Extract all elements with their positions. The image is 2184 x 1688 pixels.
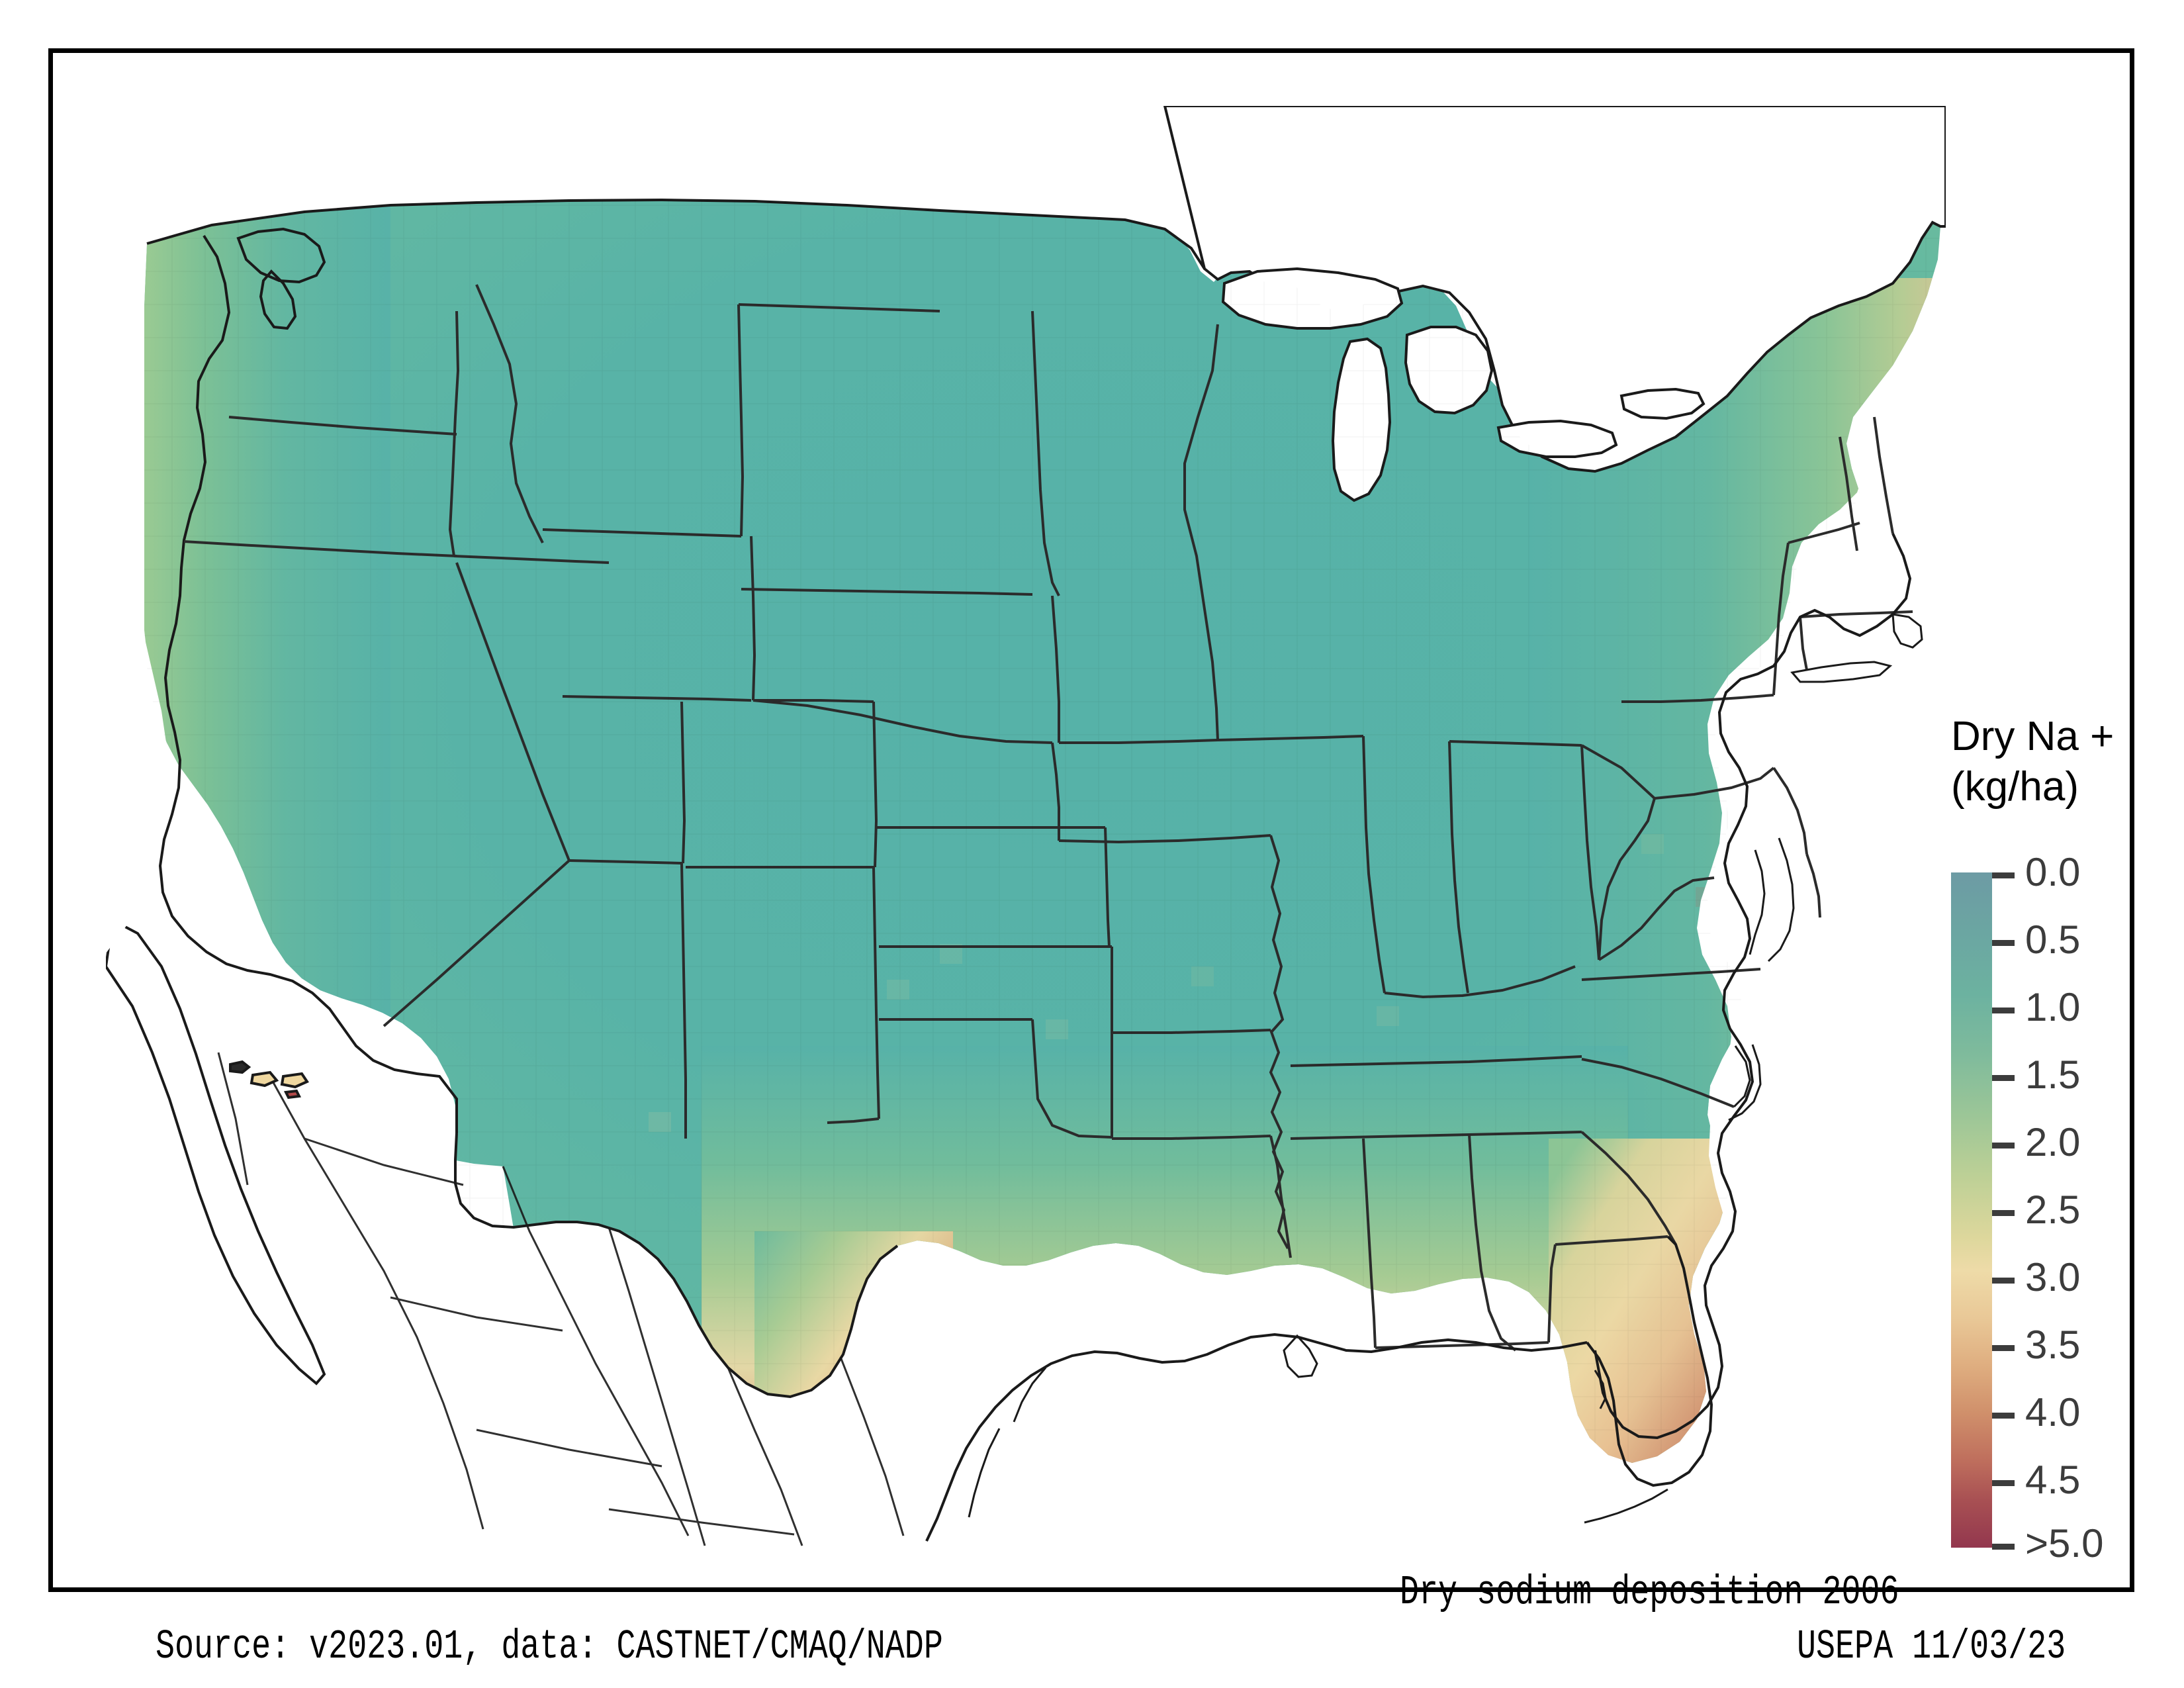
colorbar-tick xyxy=(1992,1480,2015,1486)
colorbar-tick-label: 3.5 xyxy=(2025,1323,2081,1367)
legend-title-line-1: Dry Na + xyxy=(1951,714,2115,759)
colorbar-tick xyxy=(1992,1075,2015,1081)
legend-title-line-2: (kg/ha) xyxy=(1951,764,2079,810)
colorbar-tick xyxy=(1992,940,2015,946)
colorbar-tick xyxy=(1992,872,2015,878)
colorbar-tick xyxy=(1992,1210,2015,1216)
colorbar-wrapper: 0.0 0.5 1.0 1.5 2.0 2.5 3.0 3.5 4.0 4.5 … xyxy=(1951,853,2184,1564)
colorbar-tick xyxy=(1992,1008,2015,1013)
colorbar-tick xyxy=(1992,1143,2015,1149)
figure-frame: Dry Na + (kg/ha) 0.0 0.5 1.0 1.5 xyxy=(48,48,2134,1670)
colorbar-tick-label: 3.0 xyxy=(2025,1255,2081,1299)
colorbar-gradient xyxy=(1951,872,1992,1548)
map-plot-area xyxy=(106,106,1946,1549)
colorbar-tick xyxy=(1992,1345,2015,1351)
colorbar-tick xyxy=(1992,1413,2015,1419)
colorbar-tick-label: 0.5 xyxy=(2025,917,2081,962)
agency-note: USEPA 11/03/23 xyxy=(1797,1623,2066,1670)
deposition-map xyxy=(106,106,1946,1549)
colorbar-tick-label: 1.0 xyxy=(2025,985,2081,1029)
colorbar-tick-label: 0.0 xyxy=(2025,850,2081,894)
colorbar-tick-label: 2.5 xyxy=(2025,1188,2081,1232)
source-note: Source: v2023.01, data: CASTNET/CMAQ/NAD… xyxy=(156,1623,943,1670)
colorbar-tick xyxy=(1992,1278,2015,1284)
colorbar-tick-label: 4.0 xyxy=(2025,1390,2081,1434)
political-boundaries xyxy=(106,106,1946,1549)
colorbar-tick-label: 1.5 xyxy=(2025,1053,2081,1097)
legend-title: Dry Na + (kg/ha) xyxy=(1951,712,2114,812)
colorbar-legend: Dry Na + (kg/ha) 0.0 0.5 1.0 1.5 xyxy=(1947,712,2184,1572)
colorbar-tick-label: 4.5 xyxy=(2025,1458,2081,1502)
colorbar-tick xyxy=(1992,1544,2015,1550)
colorbar-tick-label: >5.0 xyxy=(2025,1521,2104,1566)
colorbar-tick-label: 2.0 xyxy=(2025,1120,2081,1164)
map-title: Dry sodium deposition 2006 xyxy=(1400,1569,1899,1616)
